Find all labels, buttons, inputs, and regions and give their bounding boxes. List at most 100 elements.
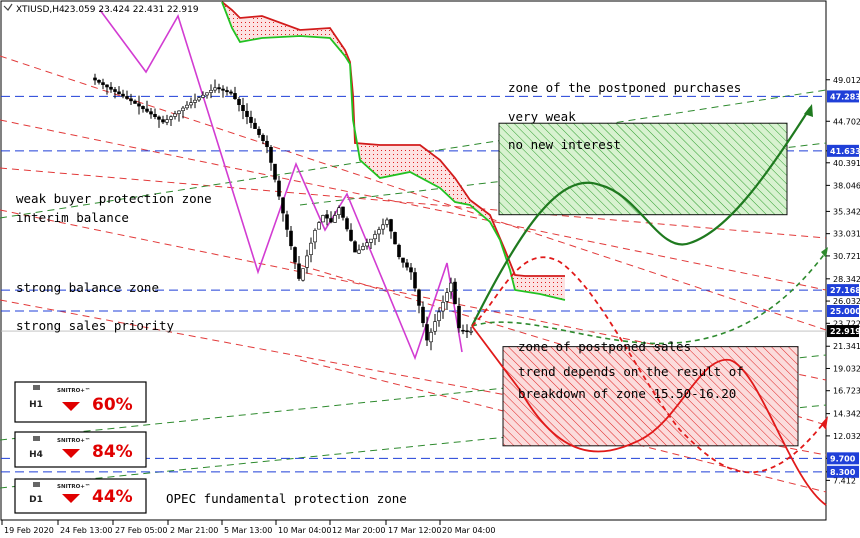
plot-frame (0, 0, 827, 521)
cloud-dot (269, 34, 270, 35)
cloud-dot (417, 158, 418, 159)
cloud-dot (253, 22, 254, 23)
cloud-dot (241, 22, 242, 23)
cloud-dot (405, 162, 406, 163)
candle-body (445, 292, 449, 302)
cloud-dot (457, 198, 458, 199)
candle-body (201, 94, 205, 98)
cloud-dot (521, 286, 522, 287)
candle-body (393, 232, 397, 245)
cloud-dot (381, 154, 382, 155)
zone-sell-label-2: trend depends on the result of (518, 364, 744, 379)
cloud-dot (557, 294, 558, 295)
zigzag-line (99, 9, 463, 361)
cloud-dot (265, 22, 266, 23)
candle-body (241, 105, 245, 111)
red-channel-line (0, 119, 827, 291)
candle-body (137, 103, 141, 107)
candle-body (293, 247, 297, 263)
cloud-dot (233, 22, 234, 23)
cloud-dot (237, 30, 238, 31)
y-tick-label: 7.412 (833, 476, 856, 485)
cloud-dot (525, 278, 526, 279)
cloud-dot (413, 162, 414, 163)
cloud-dot (361, 150, 362, 151)
candle-body (165, 119, 169, 123)
price-label-box (827, 90, 859, 103)
cloud-dot (413, 158, 414, 159)
cloud-dot (393, 162, 394, 163)
candle-body (161, 119, 165, 123)
cloud-dot (361, 158, 362, 159)
candle-body (381, 224, 385, 230)
cloud-dot (401, 166, 402, 167)
candle-body (329, 218, 333, 223)
cloud-dot (297, 30, 298, 31)
y-tick-label: 12.032 (833, 432, 860, 441)
candle-body (237, 99, 241, 106)
candle-body (129, 98, 133, 102)
cloud-dot (325, 30, 326, 31)
y-tick-label: 21.341 (833, 342, 860, 351)
cloud-dot (409, 162, 410, 163)
cloud-dot (273, 34, 274, 35)
annotation-strong-balance: strong balance zone (16, 280, 159, 295)
zone-labels: zone of the postponed purchases very wea… (508, 80, 744, 401)
cloud-dot (461, 190, 462, 191)
cloud-dot (373, 154, 374, 155)
cloud-dot (545, 286, 546, 287)
cloud-dot (553, 290, 554, 291)
cloud-dot (521, 278, 522, 279)
candle-body (185, 104, 189, 109)
cloud-dot (541, 286, 542, 287)
annotation-texts: weak buyer protection zone interim balan… (16, 191, 407, 506)
cloud-dot (421, 166, 422, 167)
cloud-dot (449, 186, 450, 187)
y-tick-label: 49.012 (833, 76, 860, 85)
cloud-dot (389, 162, 390, 163)
candle-body (345, 218, 349, 230)
candle-body (377, 229, 381, 235)
cloud-dot (365, 154, 366, 155)
cloud-dot (461, 194, 462, 195)
cloud-dot (433, 166, 434, 167)
cloud-dot (533, 286, 534, 287)
cloud-dot (409, 170, 410, 171)
cloud-dot (253, 30, 254, 31)
cloud-dot (385, 162, 386, 163)
y-tick-label: 44.702 (833, 117, 860, 126)
indicator-percent: 84% (92, 442, 133, 462)
cloud-dot (245, 34, 246, 35)
cloud-dot (305, 34, 306, 35)
cloud-dot (449, 190, 450, 191)
cloud-dot (377, 150, 378, 151)
cloud-dot (361, 146, 362, 147)
cloud-dot (529, 290, 530, 291)
cloud-dot (453, 198, 454, 199)
cloud-dot (441, 182, 442, 183)
cloud-dot (453, 178, 454, 179)
chart-header: XTIUSD,H4 23.059 23.424 22.431 22.919 (3, 3, 199, 15)
candle-body (289, 230, 293, 247)
cloud-dot (465, 202, 466, 203)
cloud-dot (445, 190, 446, 191)
cloud-dot (229, 18, 230, 19)
cloud-dot (433, 170, 434, 171)
cloud-dot (409, 158, 410, 159)
cloud-dot (361, 154, 362, 155)
candle-body (169, 116, 173, 120)
candle-body (197, 97, 201, 101)
cloud-dot (449, 194, 450, 195)
red-channel-line (0, 55, 827, 331)
candle-body (437, 311, 441, 321)
price-label-text: 27.168 (830, 286, 860, 295)
cloud-dot (237, 26, 238, 27)
cloud-dot (373, 170, 374, 171)
cloud-dot (417, 166, 418, 167)
chart-type-icon (3, 3, 13, 11)
cloud-dot (553, 278, 554, 279)
cloud-dot (517, 282, 518, 283)
cloud-dot (445, 186, 446, 187)
candle-body (313, 230, 317, 243)
